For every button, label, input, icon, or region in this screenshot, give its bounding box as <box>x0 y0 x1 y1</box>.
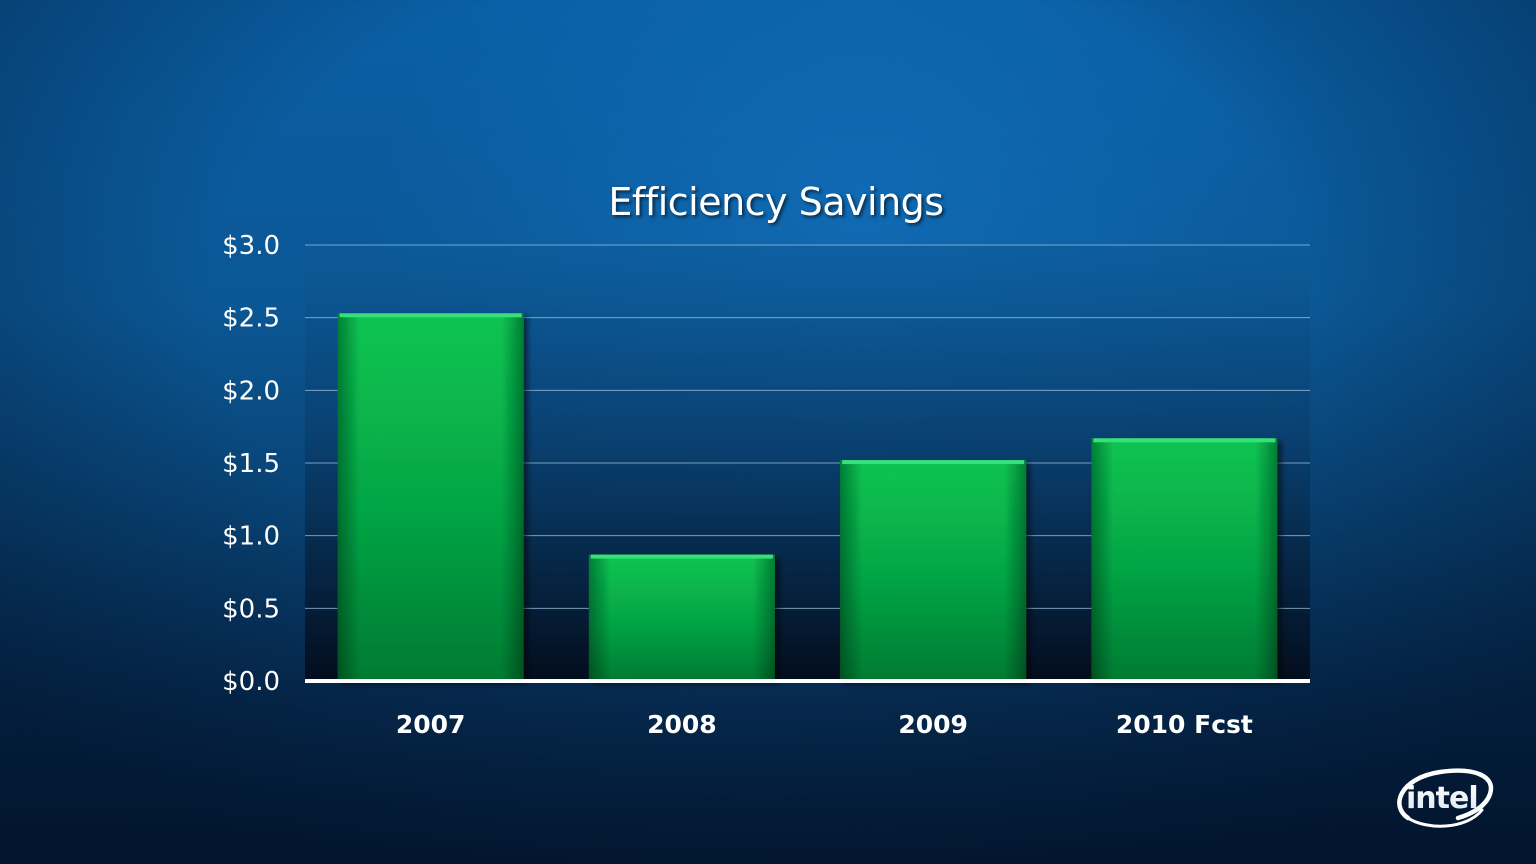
x-tick-label: 2009 <box>898 710 968 739</box>
bar-shading <box>840 460 1027 681</box>
intel-logo: intel <box>1396 766 1496 832</box>
y-tick-label: $0.5 <box>222 594 280 624</box>
logo-text: intel <box>1406 781 1478 816</box>
logo-swoosh-icon <box>1397 768 1494 821</box>
x-tick-label: 2010 Fcst <box>1116 710 1253 739</box>
x-tick-label: 2007 <box>396 710 466 739</box>
bar-highlight <box>590 554 773 559</box>
bar <box>1091 438 1278 681</box>
bar-highlight <box>842 460 1025 465</box>
bar-shading <box>588 554 775 681</box>
bar-highlight <box>1093 438 1276 443</box>
chart-title: Efficiency Savings <box>608 180 944 224</box>
bar <box>337 313 524 681</box>
bars <box>337 313 1278 681</box>
bar-shading <box>1091 438 1278 681</box>
bar <box>840 460 1027 681</box>
x-axis-labels: 2007 2008 2009 2010 Fcst <box>396 710 1253 739</box>
x-tick-label: 2008 <box>647 710 717 739</box>
y-tick-label: $1.5 <box>222 449 280 479</box>
bar-shading <box>337 313 524 681</box>
y-tick-label: $2.0 <box>222 376 280 406</box>
y-tick-label: $0.0 <box>222 667 280 697</box>
bar-highlight <box>339 313 522 318</box>
y-tick-label: $2.5 <box>222 304 280 334</box>
y-tick-label: $1.0 <box>222 522 280 552</box>
y-tick-label: $3.0 <box>222 231 280 261</box>
bar <box>588 554 775 681</box>
y-axis-ticks: $0.0 $0.5 $1.0 $1.5 $2.0 $2.5 $3.0 <box>222 231 280 697</box>
